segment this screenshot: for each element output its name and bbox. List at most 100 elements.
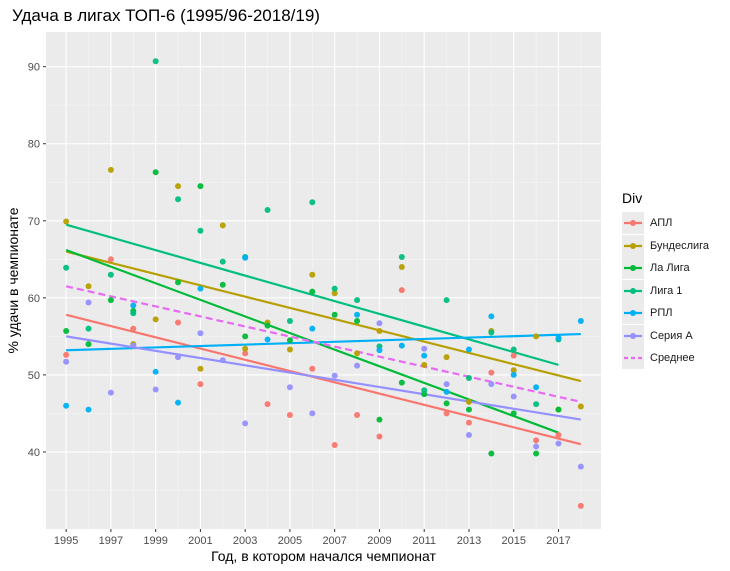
data-point (309, 410, 316, 417)
data-point (354, 411, 361, 418)
x-tick-label: 2009 (367, 535, 391, 547)
legend-label: Лига 1 (650, 284, 683, 297)
data-point (465, 346, 472, 353)
data-point (175, 399, 182, 406)
legend-item: Среднее (622, 347, 709, 370)
data-point (152, 58, 159, 65)
data-point (533, 401, 540, 408)
data-point (354, 297, 361, 304)
data-point (510, 352, 517, 359)
legend-label: Ла Лига (650, 262, 690, 275)
legend: Div АПЛ Бундеслига Ла Лига Лига 1 РПЛ Серия А… (622, 190, 709, 370)
data-point (331, 372, 338, 379)
data-point (488, 329, 495, 336)
data-point (152, 368, 159, 375)
data-point (286, 411, 293, 418)
data-point (309, 199, 316, 206)
trend-line (65, 335, 582, 421)
x-tick-label: 2003 (233, 535, 257, 547)
data-point (443, 381, 450, 388)
data-point (533, 437, 540, 444)
y-tick-label: 80 (28, 139, 40, 151)
data-point (286, 317, 293, 324)
data-point (286, 384, 293, 391)
data-point (197, 227, 204, 234)
data-point (376, 433, 383, 440)
legend-key (622, 324, 644, 347)
data-point (286, 346, 293, 353)
chart-title: Удача в лигах ТОП-6 (1995/96-2018/19) (12, 6, 320, 25)
data-point (286, 337, 293, 344)
data-point (175, 183, 182, 190)
data-point (443, 388, 450, 395)
legend-item: Лига 1 (622, 279, 709, 303)
y-tick-label: 90 (28, 62, 40, 74)
data-point (242, 420, 249, 427)
data-point (130, 342, 137, 349)
data-point (130, 302, 137, 309)
data-point (555, 431, 562, 438)
x-tick-label: 1995 (54, 535, 78, 547)
data-point (577, 463, 584, 470)
data-point (130, 310, 137, 317)
data-point (85, 283, 92, 290)
data-point (398, 379, 405, 386)
data-point (107, 271, 114, 278)
data-point (398, 342, 405, 349)
data-point (443, 400, 450, 407)
data-point (331, 285, 338, 292)
data-point (63, 327, 70, 334)
legend-label: РПЛ (650, 307, 673, 320)
data-point (443, 297, 450, 304)
legend-key (622, 212, 644, 235)
data-point (219, 281, 226, 288)
data-point (533, 384, 540, 391)
data-point (107, 389, 114, 396)
legend-key-point (630, 220, 636, 227)
data-point (331, 290, 338, 297)
trend-line (65, 223, 559, 366)
data-point (242, 254, 249, 261)
data-point (242, 345, 249, 352)
data-point (510, 367, 517, 374)
data-point (63, 402, 70, 409)
data-point (175, 354, 182, 361)
legend-key (622, 347, 644, 370)
legend-item: Ла Лига (622, 257, 709, 280)
data-point (376, 327, 383, 334)
y-tick-label: 70 (28, 216, 40, 228)
data-point (488, 369, 495, 376)
data-point (577, 502, 584, 509)
data-point (63, 218, 70, 225)
data-point (331, 442, 338, 449)
x-tick-label: 2013 (457, 535, 481, 547)
y-tick-label: 40 (28, 447, 40, 459)
data-point (242, 350, 249, 357)
x-tick-label: 2017 (546, 535, 570, 547)
data-point (354, 362, 361, 369)
data-point (421, 345, 428, 352)
data-point (510, 346, 517, 353)
data-point (309, 271, 316, 278)
data-point (354, 317, 361, 324)
data-point (488, 313, 495, 320)
trend-line (65, 313, 582, 446)
legend-key (622, 234, 644, 257)
legend-label: АПЛ (650, 217, 673, 230)
data-point (443, 354, 450, 361)
data-point (354, 311, 361, 318)
legend-key-point (630, 265, 636, 272)
data-point (398, 253, 405, 260)
data-point (488, 450, 495, 457)
data-point (309, 325, 316, 332)
data-point (85, 406, 92, 413)
data-point (175, 319, 182, 326)
y-tick-label: 60 (28, 293, 40, 305)
legend-items: АПЛ Бундеслига Ла Лига Лига 1 РПЛ Серия А Сред… (622, 212, 709, 370)
data-point (376, 416, 383, 423)
legend-key (622, 279, 644, 302)
trend-line (66, 332, 581, 352)
data-point (555, 406, 562, 413)
data-point (488, 381, 495, 388)
